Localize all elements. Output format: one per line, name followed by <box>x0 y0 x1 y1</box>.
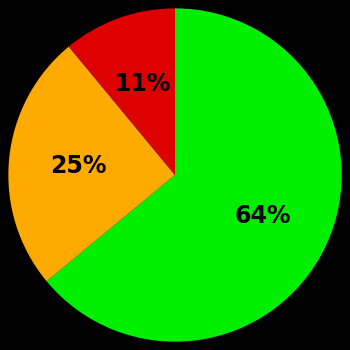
Wedge shape <box>47 8 342 342</box>
Wedge shape <box>8 47 175 281</box>
Text: 64%: 64% <box>234 204 291 228</box>
Text: 25%: 25% <box>50 154 107 178</box>
Text: 11%: 11% <box>114 72 170 96</box>
Wedge shape <box>69 8 175 175</box>
